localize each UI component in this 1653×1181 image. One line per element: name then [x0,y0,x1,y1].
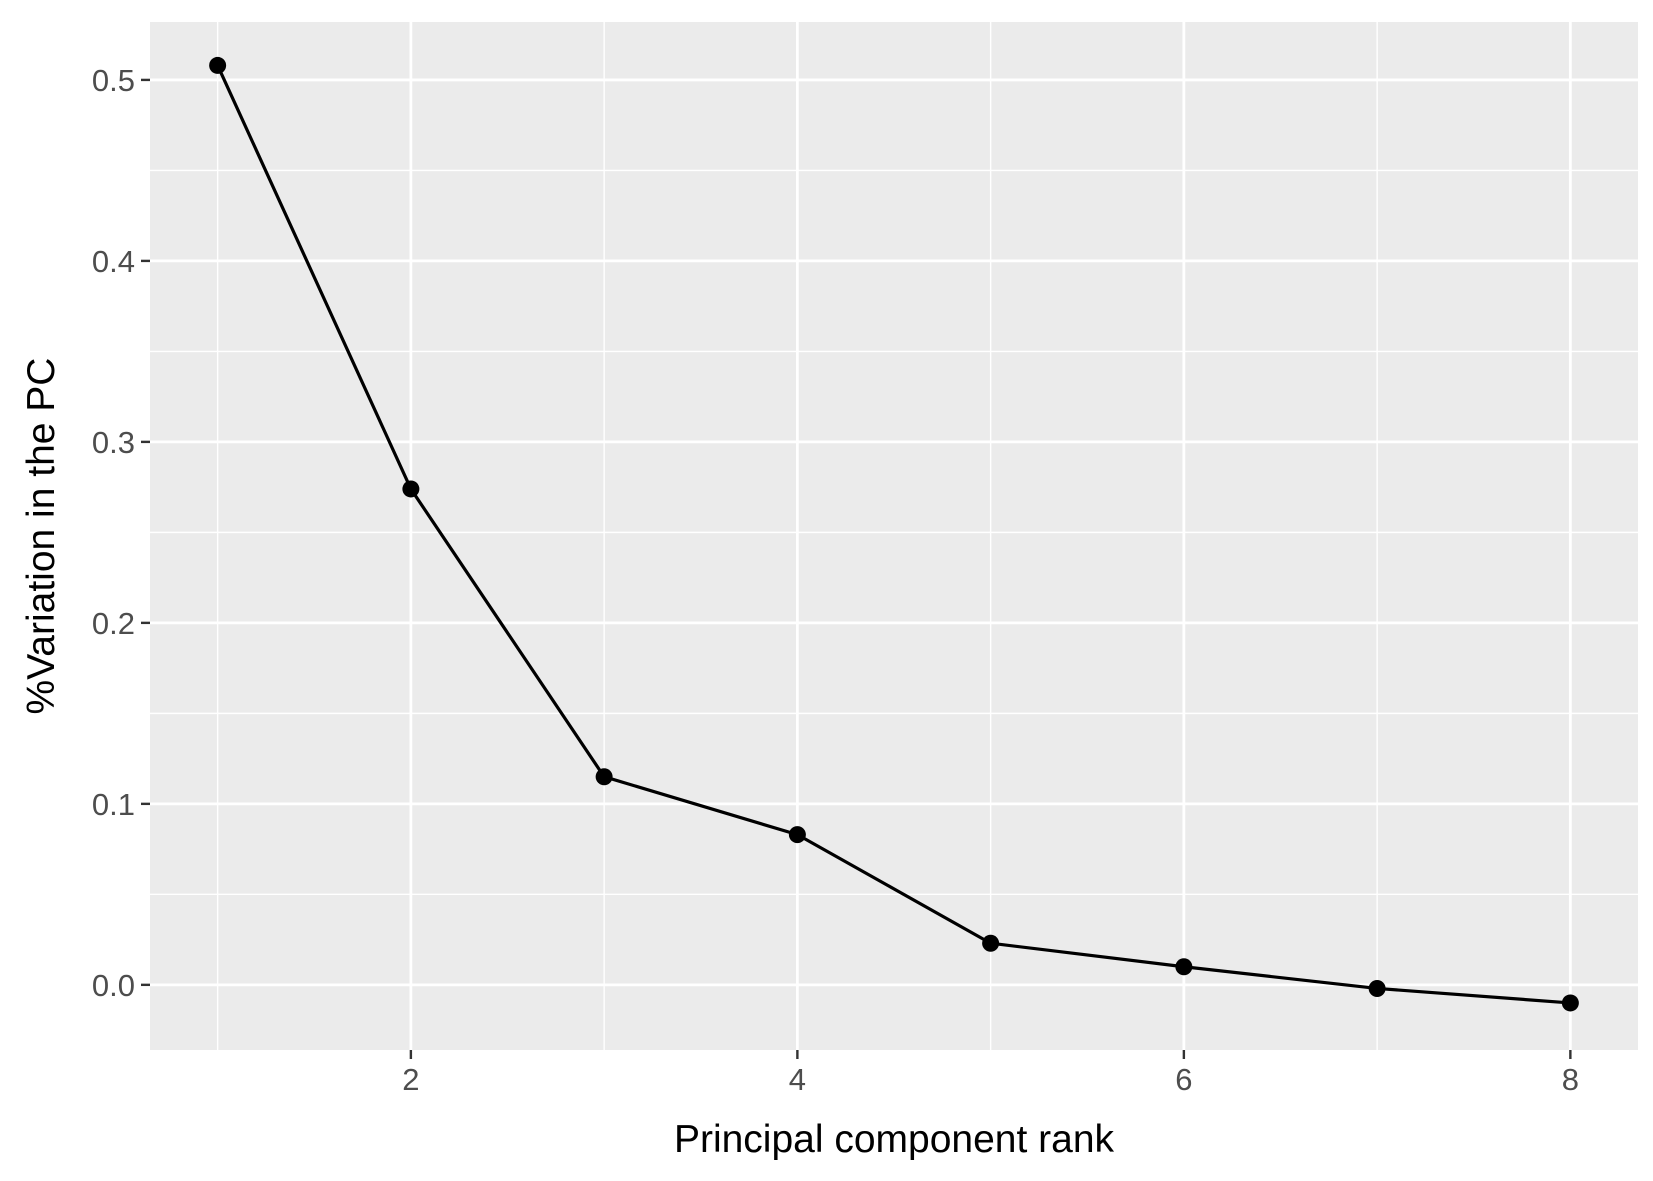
y-tick-label: 0.0 [92,968,135,1003]
plot-panel [150,22,1638,1050]
x-tick-label: 2 [402,1062,419,1097]
series-group [209,56,1579,1012]
y-tick-label: 0.5 [92,63,135,98]
y-tick-label: 0.3 [92,425,135,460]
x-tick-label: 8 [1562,1062,1579,1097]
data-point [209,56,227,74]
data-point [1175,958,1193,976]
series-line [216,64,1571,1005]
x-tick-label: 4 [789,1062,806,1097]
data-point [595,768,613,786]
y-tick-label: 0.2 [92,606,135,641]
data-point [788,826,806,844]
data-point [982,934,1000,952]
x-axis-title: Principal component rank [674,1118,1115,1161]
y-tick-label: 0.4 [92,244,135,279]
tick-labels: 2 4 6 8 0.0 0.1 0.2 0.3 0.4 0.5 [92,63,1579,1097]
y-tick-label: 0.1 [92,787,135,822]
data-point [1561,994,1579,1012]
major-gridlines [150,22,1638,1050]
x-tick-label: 6 [1175,1062,1192,1097]
y-axis-title: %Variation in the PC [20,358,63,715]
data-point [1368,979,1386,997]
axis-ticks [141,78,1572,1059]
data-point [402,480,420,498]
minor-gridlines [150,22,1638,1050]
